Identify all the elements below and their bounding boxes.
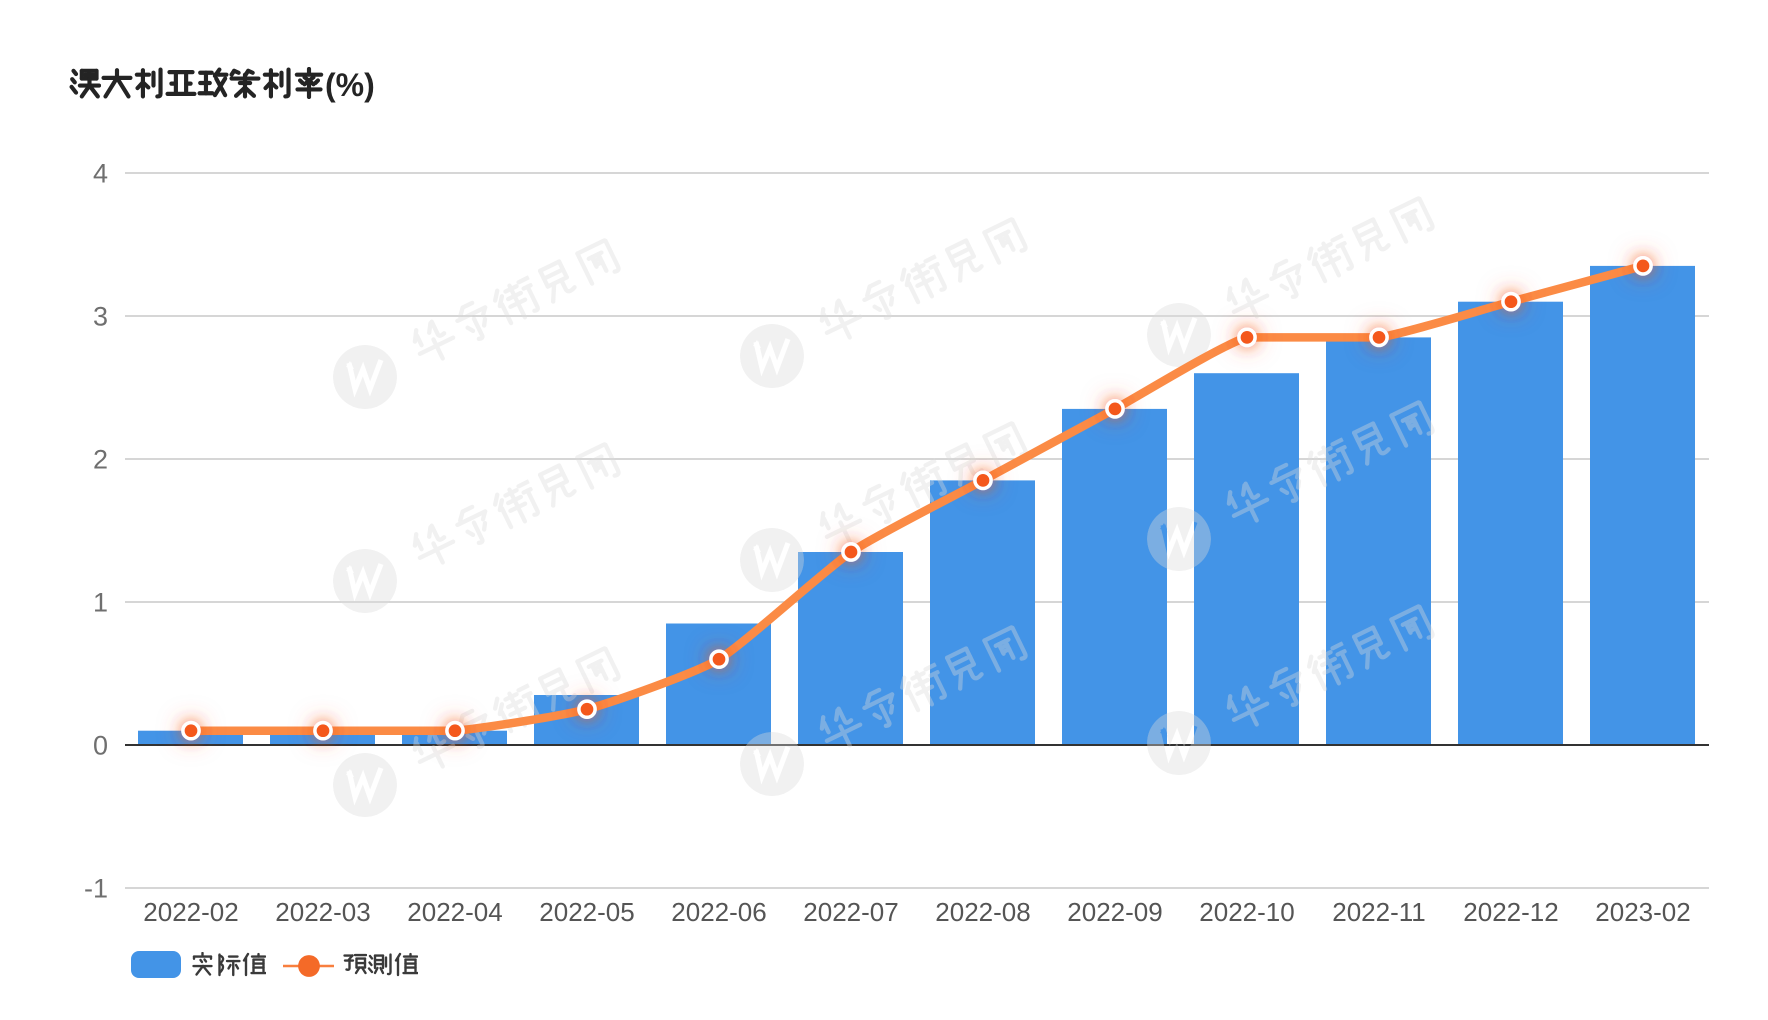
svg-text:(%): (%) bbox=[325, 67, 375, 103]
svg-text:1: 1 bbox=[93, 588, 108, 618]
svg-text:2022-05: 2022-05 bbox=[539, 897, 634, 927]
svg-text:2022-08: 2022-08 bbox=[935, 897, 1030, 927]
svg-text:2022-10: 2022-10 bbox=[1199, 897, 1294, 927]
svg-text:2022-07: 2022-07 bbox=[803, 897, 898, 927]
svg-text:2022-12: 2022-12 bbox=[1463, 897, 1558, 927]
svg-text:2022-09: 2022-09 bbox=[1067, 897, 1162, 927]
svg-text:2022-11: 2022-11 bbox=[1332, 897, 1426, 927]
svg-text:2022-04: 2022-04 bbox=[407, 897, 502, 927]
svg-text:2: 2 bbox=[93, 445, 108, 475]
svg-text:-1: -1 bbox=[84, 874, 108, 904]
svg-text:2022-02: 2022-02 bbox=[143, 897, 238, 927]
svg-text:2023-02: 2023-02 bbox=[1595, 897, 1690, 927]
svg-text:3: 3 bbox=[93, 302, 108, 332]
svg-text:2022-03: 2022-03 bbox=[275, 897, 370, 927]
svg-text:2022-06: 2022-06 bbox=[671, 897, 766, 927]
svg-text:4: 4 bbox=[93, 159, 108, 189]
svg-text:0: 0 bbox=[93, 731, 108, 761]
